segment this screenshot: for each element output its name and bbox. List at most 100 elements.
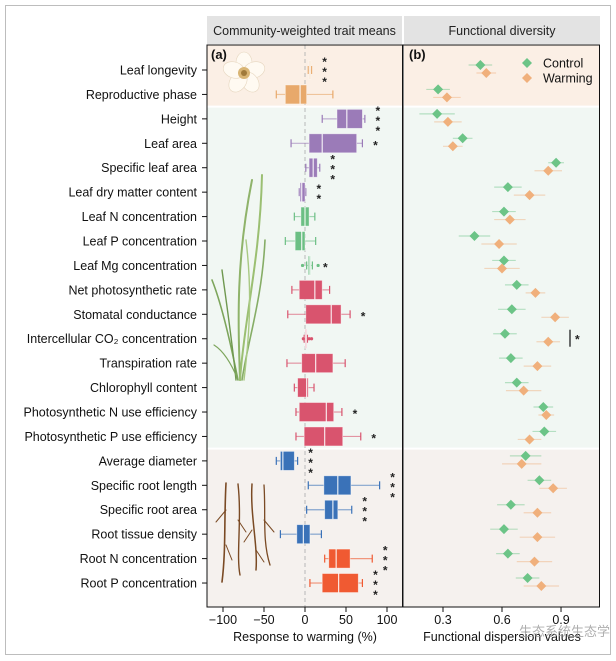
point-control bbox=[502, 548, 513, 559]
point-warming bbox=[530, 287, 541, 298]
root-illustration bbox=[215, 482, 275, 583]
y-tick-label: Leaf area bbox=[144, 137, 197, 151]
grass-illustration bbox=[211, 174, 266, 381]
point-warming bbox=[504, 214, 515, 225]
y-tick-label: Photosynthetic P use efficiency bbox=[24, 430, 197, 444]
watermark: 生态系统生态学 bbox=[519, 624, 610, 639]
significance-star: * bbox=[390, 490, 395, 504]
point-control bbox=[475, 60, 486, 70]
box bbox=[294, 231, 306, 251]
point-control bbox=[539, 426, 550, 437]
x-tick-label-a: −100 bbox=[209, 613, 237, 627]
boxplot-17 bbox=[307, 475, 381, 496]
x-tick-label-a: −50 bbox=[253, 613, 274, 627]
significance-star: * bbox=[308, 456, 313, 470]
boxplot-21 bbox=[309, 573, 363, 593]
point-control bbox=[505, 499, 516, 510]
boxplot-2 bbox=[321, 108, 366, 129]
point-warming bbox=[536, 581, 547, 592]
point-warming bbox=[518, 385, 529, 396]
box bbox=[297, 377, 309, 398]
box bbox=[324, 499, 339, 520]
significance-star: * bbox=[322, 75, 327, 89]
significance-star: * bbox=[330, 173, 335, 187]
outlier-point bbox=[316, 263, 320, 268]
band-b-1 bbox=[404, 106, 599, 449]
boxplot-20 bbox=[324, 548, 373, 569]
y-tick-label: Leaf P concentration bbox=[83, 235, 197, 249]
boxplot-12 bbox=[286, 353, 346, 374]
point-warming bbox=[524, 434, 535, 445]
box bbox=[301, 353, 334, 374]
significance-star: * bbox=[330, 163, 335, 177]
significance-star: * bbox=[376, 104, 381, 118]
y-tick-label: Net photosynthetic rate bbox=[68, 283, 197, 297]
box bbox=[336, 108, 363, 129]
point-warming bbox=[548, 483, 559, 494]
significance-star: * bbox=[322, 55, 327, 69]
boxplot-16 bbox=[275, 450, 299, 471]
y-tick-label: Transpiration rate bbox=[100, 357, 198, 371]
x-tick-label-b: 0.3 bbox=[434, 613, 451, 627]
point-control bbox=[520, 450, 531, 461]
point-warming bbox=[497, 263, 508, 274]
panel-b-label: (b) bbox=[409, 47, 426, 62]
boxplot-1 bbox=[275, 84, 334, 105]
point-warming bbox=[441, 92, 452, 103]
point-warming bbox=[494, 239, 505, 250]
box bbox=[298, 279, 323, 300]
y-tick-label: Root P concentration bbox=[80, 577, 197, 591]
boxplot-18 bbox=[306, 499, 353, 520]
significance-star: * bbox=[316, 182, 321, 196]
significance-star: * bbox=[316, 192, 321, 206]
boxplot-3 bbox=[290, 133, 363, 154]
significance-star: * bbox=[330, 153, 335, 167]
y-tick-label: Average diameter bbox=[99, 454, 197, 468]
point-control bbox=[457, 133, 468, 144]
box bbox=[284, 84, 308, 105]
y-tick-label: Root N concentration bbox=[80, 552, 197, 566]
significance-star: * bbox=[376, 114, 381, 128]
significance-star: * bbox=[362, 515, 367, 529]
point-warming bbox=[543, 336, 554, 347]
box bbox=[305, 304, 342, 325]
significance-star: * bbox=[383, 564, 388, 578]
boxplot-7 bbox=[284, 231, 317, 251]
outlier-point bbox=[307, 337, 311, 341]
point-control bbox=[505, 353, 516, 364]
significance-star: * bbox=[383, 544, 388, 558]
point-warming bbox=[543, 165, 554, 176]
significance-star: * bbox=[308, 446, 313, 460]
x-tick-label-b: 0.6 bbox=[493, 613, 510, 627]
strip-a bbox=[207, 16, 402, 44]
boxplot-14 bbox=[295, 402, 343, 422]
legend: Control Warming bbox=[522, 57, 593, 86]
point-control bbox=[498, 255, 509, 266]
point-warming bbox=[532, 507, 543, 518]
significance-star: * bbox=[373, 568, 378, 582]
point-control bbox=[511, 279, 522, 290]
boxplot-0 bbox=[307, 60, 313, 80]
significance-label: * bbox=[353, 407, 358, 421]
y-tick-label: Stomatal conductance bbox=[73, 308, 197, 322]
significance-label: * bbox=[361, 309, 366, 323]
point-control bbox=[506, 304, 517, 315]
box bbox=[298, 402, 335, 422]
significance-star: * bbox=[376, 124, 381, 138]
flower-illustration bbox=[222, 51, 266, 93]
box bbox=[308, 133, 358, 154]
x-tick-label-a: 0 bbox=[302, 613, 309, 627]
strip-a-title: Community-weighted trait means bbox=[213, 24, 396, 38]
boxplot-8 bbox=[300, 255, 320, 276]
y-tick-label: Height bbox=[161, 112, 198, 126]
point-warming bbox=[529, 556, 540, 567]
box bbox=[299, 182, 306, 203]
outlier-point bbox=[309, 337, 314, 341]
y-tick-label: Specific root length bbox=[91, 479, 197, 493]
significance-label: * bbox=[323, 260, 328, 274]
significance-star: * bbox=[362, 505, 367, 519]
significance-star: * bbox=[373, 578, 378, 592]
y-tick-label: Photosynthetic N use efficiency bbox=[24, 406, 198, 420]
x-tick-label-b: 0.9 bbox=[552, 613, 569, 627]
y-tick-label: Root tissue density bbox=[91, 528, 197, 542]
